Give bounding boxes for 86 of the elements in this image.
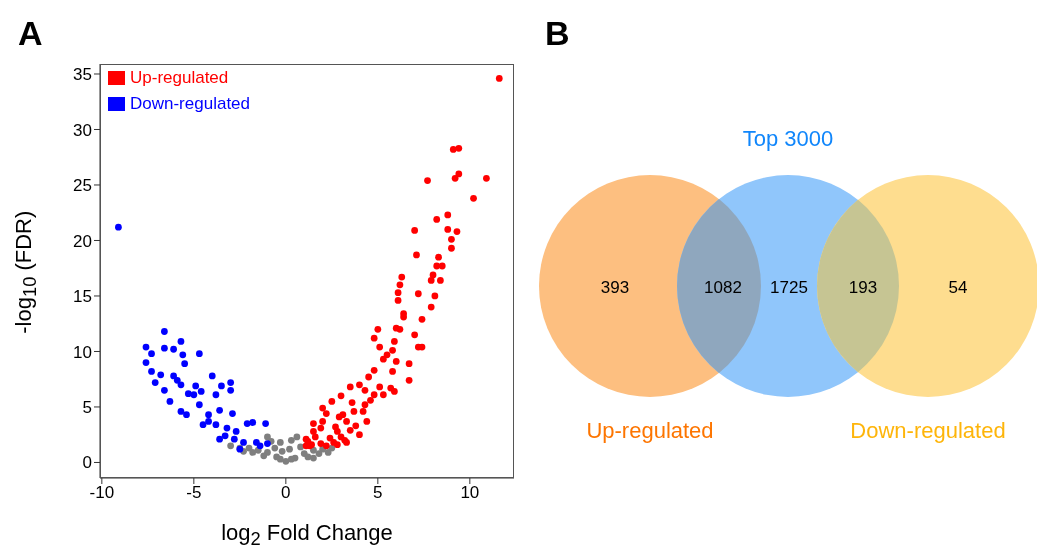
point (142, 359, 150, 366)
point (148, 350, 155, 358)
point (170, 345, 177, 353)
data-label: 193 (848, 278, 878, 298)
point (229, 410, 236, 417)
x-axis-title: log$_{2}$ Fold Change (221, 520, 393, 550)
point (264, 440, 271, 447)
point (216, 435, 223, 443)
point (216, 406, 223, 414)
point (227, 379, 235, 386)
data-label: 1725 (770, 278, 808, 298)
point (195, 401, 203, 409)
point (218, 382, 225, 390)
point (157, 371, 165, 379)
point (197, 388, 205, 395)
point (212, 421, 220, 429)
point (142, 343, 150, 351)
text: Up-regulated (586, 417, 714, 443)
y-tick-label: 5 (82, 398, 92, 417)
y-tick-label: 10 (73, 342, 92, 362)
point (205, 418, 212, 425)
point (177, 381, 185, 389)
point (148, 368, 155, 375)
text: Top 3000 (742, 125, 834, 151)
point (161, 386, 168, 394)
point (227, 386, 235, 394)
point (161, 328, 168, 335)
point (240, 439, 247, 446)
point (190, 391, 198, 399)
data-label: 54 (948, 278, 968, 298)
point (199, 421, 207, 429)
x-tick-label: 10 (460, 483, 480, 503)
point (227, 442, 235, 450)
y-tick-label: 35 (73, 65, 92, 85)
point (260, 452, 268, 460)
point (276, 439, 284, 446)
point (177, 338, 185, 345)
y-tick-label: 30 (73, 120, 92, 140)
x-tick-label: -5 (186, 483, 202, 503)
point (293, 433, 301, 441)
legend-label: Up-regulated (130, 68, 229, 88)
point (310, 454, 317, 462)
x-tick-label: 5 (373, 483, 383, 503)
point (264, 433, 271, 441)
point (166, 398, 174, 405)
point (195, 350, 203, 358)
point (179, 351, 187, 359)
point (183, 411, 190, 419)
point (287, 455, 295, 463)
point (151, 379, 159, 386)
point (256, 442, 264, 450)
point (324, 449, 332, 456)
point (230, 435, 238, 443)
point (115, 223, 122, 231)
legend-label: Down-regulated (130, 94, 251, 114)
y-tick-label: 0 (82, 453, 92, 473)
point (297, 443, 304, 451)
chart-title: A (18, 14, 43, 52)
point (278, 447, 286, 455)
text: Down-regulated (850, 417, 1006, 443)
point (271, 444, 279, 452)
data-label: 393 (600, 278, 630, 298)
point (232, 428, 240, 435)
y-tick-label: 15 (73, 287, 92, 307)
y-tick-label: 20 (73, 231, 92, 251)
point (223, 424, 231, 432)
point (262, 420, 269, 427)
point (192, 382, 200, 390)
point (249, 419, 257, 426)
point (177, 408, 185, 415)
data-label: 1082 (704, 278, 742, 298)
point (181, 360, 189, 368)
point (287, 436, 295, 444)
x-tick-label: -10 (89, 483, 115, 503)
point (286, 445, 293, 453)
point (315, 450, 323, 457)
point (221, 432, 229, 440)
point (208, 372, 216, 380)
point (212, 391, 220, 399)
y-tick-label: 25 (73, 176, 92, 196)
text: B (545, 14, 570, 52)
point (205, 411, 212, 419)
point (161, 344, 168, 352)
point (249, 449, 257, 456)
x-tick-label: 0 (281, 483, 291, 503)
point (170, 372, 177, 380)
